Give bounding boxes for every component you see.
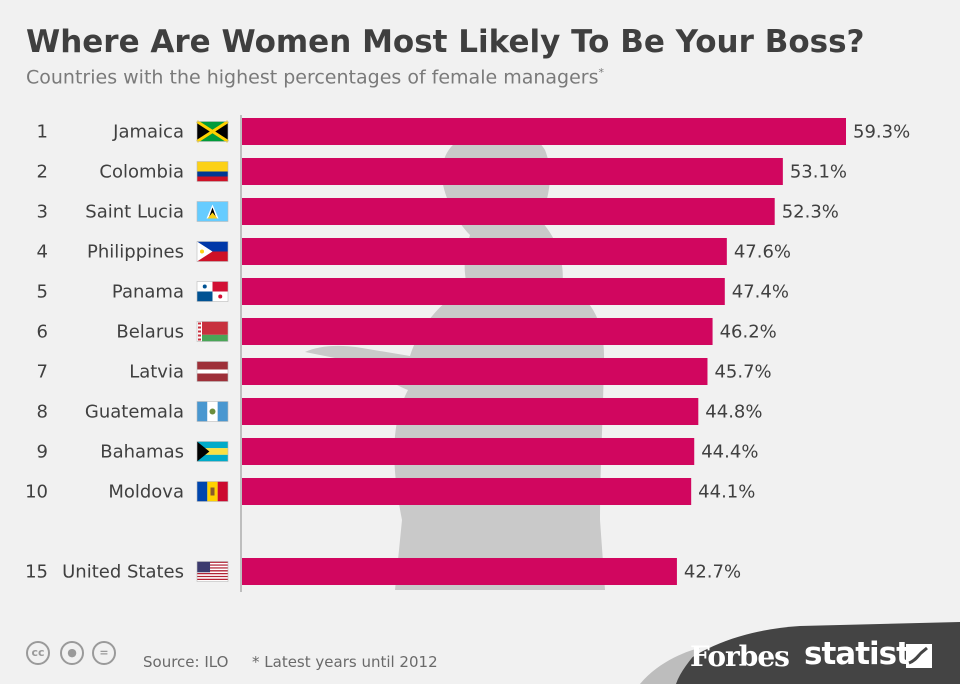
- rank-label: 4: [37, 242, 48, 263]
- country-label: Philippines: [87, 242, 184, 263]
- no-derivatives-icon: =: [92, 641, 116, 665]
- country-label: Bahamas: [100, 442, 184, 463]
- bar-row: 3 Saint Lucia 52.3%: [37, 198, 839, 225]
- rank-label: 7: [37, 362, 48, 383]
- bar: [242, 198, 775, 225]
- value-label: 59.3%: [853, 122, 910, 143]
- chart-subtitle: Countries with the highest percentages o…: [26, 66, 604, 88]
- country-label: Latvia: [129, 362, 184, 383]
- jamaica-flag-icon: [196, 120, 229, 143]
- bar: [242, 238, 727, 265]
- bar-row: 10 Moldova 44.1%: [25, 478, 755, 505]
- bar-row: 6 Belarus 46.2%: [37, 318, 777, 345]
- source-text: Source: ILO: [143, 653, 229, 671]
- country-label: Moldova: [108, 482, 184, 503]
- value-label: 47.6%: [734, 242, 791, 263]
- rank-label: 5: [37, 282, 48, 303]
- rank-label: 3: [37, 202, 48, 223]
- bar: [242, 118, 846, 145]
- chart-title: Where Are Women Most Likely To Be Your B…: [26, 24, 865, 60]
- bar-row: 15 United States 42.7%: [25, 558, 741, 585]
- country-label: Belarus: [116, 322, 184, 343]
- value-label: 44.1%: [698, 482, 755, 503]
- value-label: 45.7%: [714, 362, 771, 383]
- bar-rows: 1 Jamaica 59.3% 2 Colombia 53.1% 3 Saint Lucia 5…: [25, 118, 910, 585]
- rank-label: 15: [25, 562, 48, 583]
- bar-row: 5 Panama 47.4%: [37, 278, 789, 305]
- value-label: 44.4%: [701, 442, 758, 463]
- bar-row: 9 Bahamas 44.4%: [37, 438, 758, 465]
- value-label: 52.3%: [782, 202, 839, 223]
- rank-label: 6: [37, 322, 48, 343]
- rank-label: 1: [37, 122, 48, 143]
- bar: [242, 278, 725, 305]
- belarus-flag-icon: [196, 321, 229, 342]
- bar: [242, 158, 783, 185]
- footnote-text: * Latest years until 2012: [252, 653, 438, 671]
- philippines-flag-icon: [196, 241, 229, 262]
- colombia-flag-icon: [196, 161, 229, 182]
- bar: [242, 398, 699, 425]
- bahamas-flag-icon: [196, 441, 229, 462]
- bar: [242, 358, 708, 385]
- bar-row: 1 Jamaica 59.3%: [37, 118, 910, 145]
- attribution-icon: ●: [60, 641, 84, 665]
- bar-row: 4 Philippines 47.6%: [37, 238, 791, 265]
- rank-label: 10: [25, 482, 48, 503]
- united-states-flag-icon: [196, 561, 229, 582]
- bar: [242, 438, 695, 465]
- moldova-flag-icon: [196, 481, 229, 502]
- rank-label: 2: [37, 162, 48, 183]
- country-label: Colombia: [99, 162, 184, 183]
- rank-label: 8: [37, 402, 48, 423]
- country-label: Jamaica: [112, 122, 184, 143]
- value-label: 46.2%: [720, 322, 777, 343]
- guatemala-flag-icon: [196, 401, 229, 422]
- subtitle-footnote-mark: *: [598, 66, 605, 79]
- bar: [242, 318, 713, 345]
- panama-flag-icon: [196, 281, 229, 302]
- value-label: 47.4%: [732, 282, 789, 303]
- bar-row: 8 Guatemala 44.8%: [37, 398, 762, 425]
- bar-row: 2 Colombia 53.1%: [37, 158, 847, 185]
- country-label: Saint Lucia: [85, 202, 184, 223]
- country-label: Guatemala: [85, 402, 184, 423]
- latvia-flag-icon: [196, 361, 229, 382]
- subtitle-text: Countries with the highest percentages o…: [26, 66, 599, 89]
- value-label: 44.8%: [705, 402, 762, 423]
- saint-lucia-flag-icon: [196, 201, 229, 222]
- bar: [242, 478, 692, 505]
- rank-label: 9: [37, 442, 48, 463]
- bar-row: 7 Latvia 45.7%: [37, 358, 772, 385]
- cc-icon: cc: [26, 641, 50, 665]
- country-label: United States: [62, 562, 184, 583]
- value-label: 53.1%: [790, 162, 847, 183]
- forbes-logo: Forbes: [690, 640, 790, 673]
- country-label: Panama: [112, 282, 184, 303]
- value-label: 42.7%: [684, 562, 741, 583]
- statista-mark-icon: [906, 644, 932, 668]
- bar: [242, 558, 677, 585]
